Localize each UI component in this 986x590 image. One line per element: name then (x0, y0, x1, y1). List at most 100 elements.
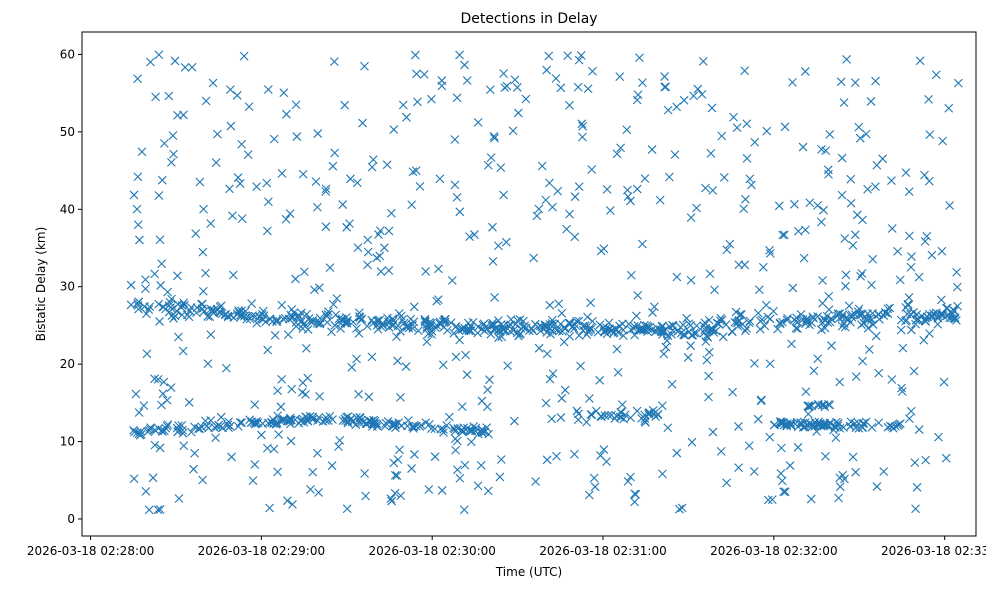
data-point (504, 321, 513, 331)
data-point (937, 246, 947, 256)
data-point (547, 414, 557, 424)
data-point (661, 342, 671, 352)
data-point (273, 467, 282, 477)
data-point (132, 204, 142, 214)
data-point (236, 311, 246, 321)
data-point (710, 285, 719, 295)
data-point (442, 325, 452, 335)
data-point (223, 311, 233, 321)
data-point (626, 270, 636, 280)
data-point (844, 301, 854, 311)
data-point (368, 318, 378, 328)
data-point (874, 418, 884, 428)
data-point (451, 352, 461, 362)
data-point (352, 354, 361, 364)
data-point (919, 335, 929, 345)
data-point (376, 267, 386, 276)
data-point (922, 312, 932, 322)
data-point (587, 165, 597, 174)
data-point (762, 126, 772, 136)
data-point (823, 165, 833, 175)
data-point (460, 60, 469, 70)
data-point (740, 326, 750, 336)
data-point (159, 377, 169, 387)
data-point (286, 419, 295, 429)
data-point (706, 148, 716, 158)
data-point (409, 302, 419, 312)
data-point (806, 494, 816, 504)
data-point (232, 91, 242, 100)
data-point (438, 360, 448, 370)
data-point (825, 317, 835, 327)
data-point (193, 424, 203, 434)
data-point (637, 239, 647, 249)
data-point (942, 303, 951, 313)
data-point (447, 276, 457, 285)
data-point (262, 226, 272, 236)
data-point (861, 417, 871, 427)
data-point (560, 385, 570, 395)
data-point (906, 325, 916, 335)
data-point (276, 402, 286, 412)
data-point (874, 314, 884, 324)
data-point (314, 488, 323, 497)
data-point (173, 427, 183, 437)
data-point (287, 384, 297, 394)
data-point (327, 461, 337, 471)
data-point (657, 401, 667, 411)
data-point (419, 70, 429, 79)
data-point (228, 270, 238, 280)
data-point (920, 170, 929, 180)
data-point (616, 143, 626, 153)
data-point (848, 241, 858, 250)
data-point (633, 321, 643, 330)
data-point (585, 323, 595, 332)
data-point (563, 51, 573, 61)
data-point (868, 254, 878, 264)
data-point (169, 313, 178, 323)
data-point (833, 311, 842, 321)
data-point (324, 307, 333, 317)
data-point (232, 309, 242, 319)
data-point (912, 482, 922, 492)
data-point (583, 84, 593, 94)
data-point (195, 424, 205, 434)
data-point (760, 321, 770, 331)
data-point (847, 312, 857, 322)
data-point (168, 131, 178, 140)
data-point (765, 359, 775, 369)
data-point (201, 416, 210, 426)
data-point (819, 205, 828, 215)
data-point (851, 372, 861, 382)
data-point (150, 440, 160, 450)
data-point (920, 236, 930, 246)
data-point (855, 133, 865, 143)
data-point (576, 51, 586, 60)
data-point (288, 499, 297, 509)
data-point (277, 374, 287, 384)
data-point (387, 208, 396, 218)
data-point (780, 122, 790, 132)
data-point (270, 331, 280, 340)
data-point (582, 330, 592, 339)
data-point (921, 455, 931, 465)
data-point (141, 284, 150, 294)
data-point (412, 69, 421, 79)
x-axis-label: Time (UTC) (495, 565, 562, 579)
data-point (323, 310, 333, 319)
data-point (328, 161, 338, 171)
data-point (515, 330, 524, 339)
data-point (155, 317, 164, 326)
data-point (692, 203, 701, 213)
data-point (792, 313, 801, 323)
data-point (315, 313, 325, 323)
data-point (509, 416, 519, 426)
data-point (327, 327, 336, 337)
data-point (392, 332, 401, 342)
data-point (623, 185, 632, 195)
data-point (411, 421, 421, 431)
data-point (146, 423, 156, 433)
data-point (835, 424, 845, 433)
data-point (777, 317, 787, 327)
